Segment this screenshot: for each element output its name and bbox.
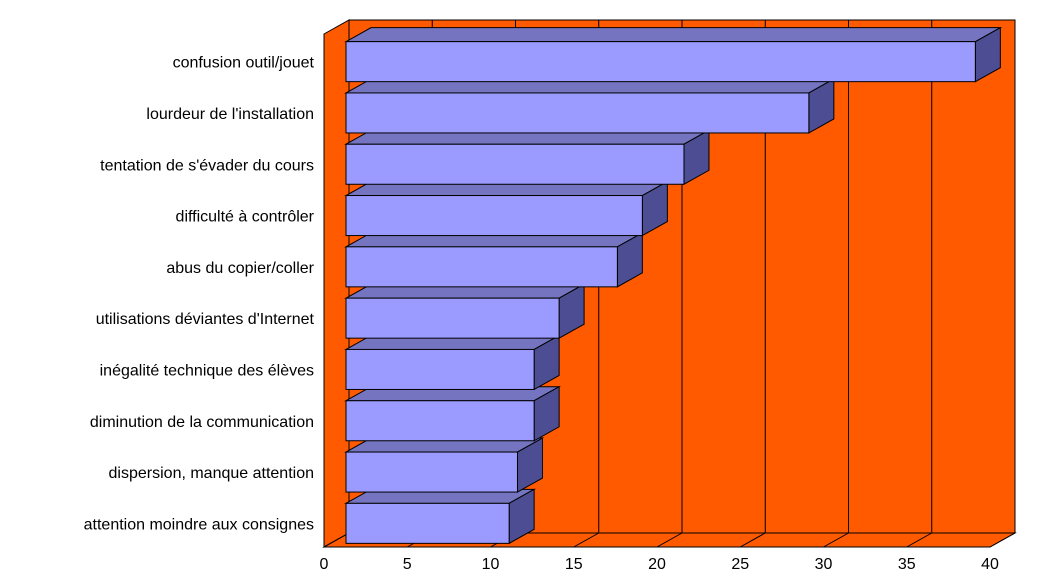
- category-label: confusion outil/jouet: [173, 55, 315, 72]
- floor-gridline-40: [989, 532, 1016, 548]
- bar-front-face: [345, 143, 685, 185]
- category-label: attention moindre aux consignes: [84, 516, 314, 533]
- x-tick-label: 0: [320, 556, 329, 573]
- bar-abus-du-copier-coller: [344, 231, 645, 288]
- x-tick-label: 30: [815, 556, 833, 573]
- bar-front-face: [345, 297, 560, 339]
- x-tick-label: 5: [403, 556, 412, 573]
- x-tick-label: 35: [898, 556, 916, 573]
- category-label: diminution de la communication: [90, 414, 314, 431]
- category-label: dispersion, manque attention: [109, 465, 314, 482]
- category-label: difficulté à contrôler: [176, 209, 315, 226]
- floor-gridline-35: [906, 532, 932, 548]
- bar-difficulte-a-controler: [344, 180, 670, 237]
- bar-front-face: [345, 502, 510, 544]
- bar-front-face: [345, 400, 535, 442]
- bar-front-face: [345, 451, 518, 493]
- x-tick-labels: 0 5 10 15 20 25 30 35 40: [320, 556, 999, 573]
- bar-front-face: [345, 195, 643, 237]
- category-label: utilisations déviantes d'Internet: [96, 311, 315, 328]
- bar-confusion-outil-jouet: [344, 26, 1003, 83]
- bar-front-face: [345, 41, 976, 83]
- category-label: tentation de s'évader du cours: [100, 157, 314, 174]
- bar-front-face: [345, 348, 535, 390]
- bar-inegalite-technique-des-eleves: [344, 334, 562, 391]
- bar-tentation-de-s-evader-du-cours: [344, 129, 711, 186]
- x-tick-label: 25: [731, 556, 749, 573]
- category-label: abus du copier/coller: [166, 260, 314, 277]
- floor-gridline-15: [573, 532, 599, 548]
- bar-attention-moindre-aux-consignes: [344, 488, 537, 545]
- bar-dispersion-manque-attention: [344, 437, 545, 493]
- bar-top-face: [344, 27, 1003, 43]
- x-tick-label: 15: [565, 556, 583, 573]
- x-tick-label: 20: [648, 556, 666, 573]
- bar-front-face: [345, 246, 618, 288]
- category-labels: attention moindre aux consignes dispersio…: [84, 55, 315, 534]
- bar-utilisations-deviantes-d-internet: [344, 283, 587, 340]
- floor-gridline-0: [323, 532, 350, 548]
- category-label: inégalité technique des élèves: [100, 362, 314, 379]
- bar-front-face: [345, 92, 810, 134]
- x-tick-label: 40: [981, 556, 999, 573]
- floor-gridline-25: [740, 532, 766, 548]
- category-label: lourdeur de l'installation: [146, 106, 314, 123]
- bar-diminution-de-la-communication: [344, 385, 562, 442]
- floor-gridline-30: [823, 532, 849, 548]
- bar-lourdeur-de-l-installation: [344, 78, 836, 134]
- floor-gridline-20: [656, 532, 683, 548]
- bars: [344, 26, 1003, 545]
- x-tick-label: 10: [482, 556, 500, 573]
- side-wall: [323, 19, 350, 548]
